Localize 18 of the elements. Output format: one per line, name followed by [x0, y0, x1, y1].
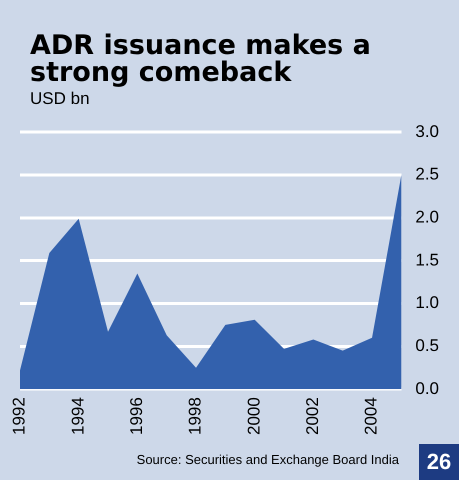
y-tick-label: 2.0 [415, 208, 440, 227]
x-tick-label: 1998 [186, 397, 205, 436]
source-note: Source: Securities and Exchange Board India [136, 452, 399, 467]
chart-title: ADR issuance makes a strong comeback [30, 30, 372, 88]
x-tick-label: 2000 [244, 397, 264, 436]
x-tick-label: 2002 [303, 397, 322, 436]
x-tick-label: 1996 [127, 397, 146, 436]
y-tick-label: 1.0 [415, 293, 440, 312]
y-tick-label: 0.0 [415, 378, 440, 398]
chart-subtitle: USD bn [30, 89, 90, 109]
text: 26 [419, 444, 459, 480]
y-tick-label: 0.5 [415, 336, 440, 356]
y-tick-label: 2.5 [415, 164, 440, 184]
y-tick-label: 1.5 [415, 250, 440, 270]
y-tick-label: 3.0 [415, 122, 440, 141]
x-tick-label: 1992 [10, 397, 29, 436]
x-tick-label: 1994 [68, 397, 88, 436]
x-tick-label: 2004 [362, 397, 381, 436]
